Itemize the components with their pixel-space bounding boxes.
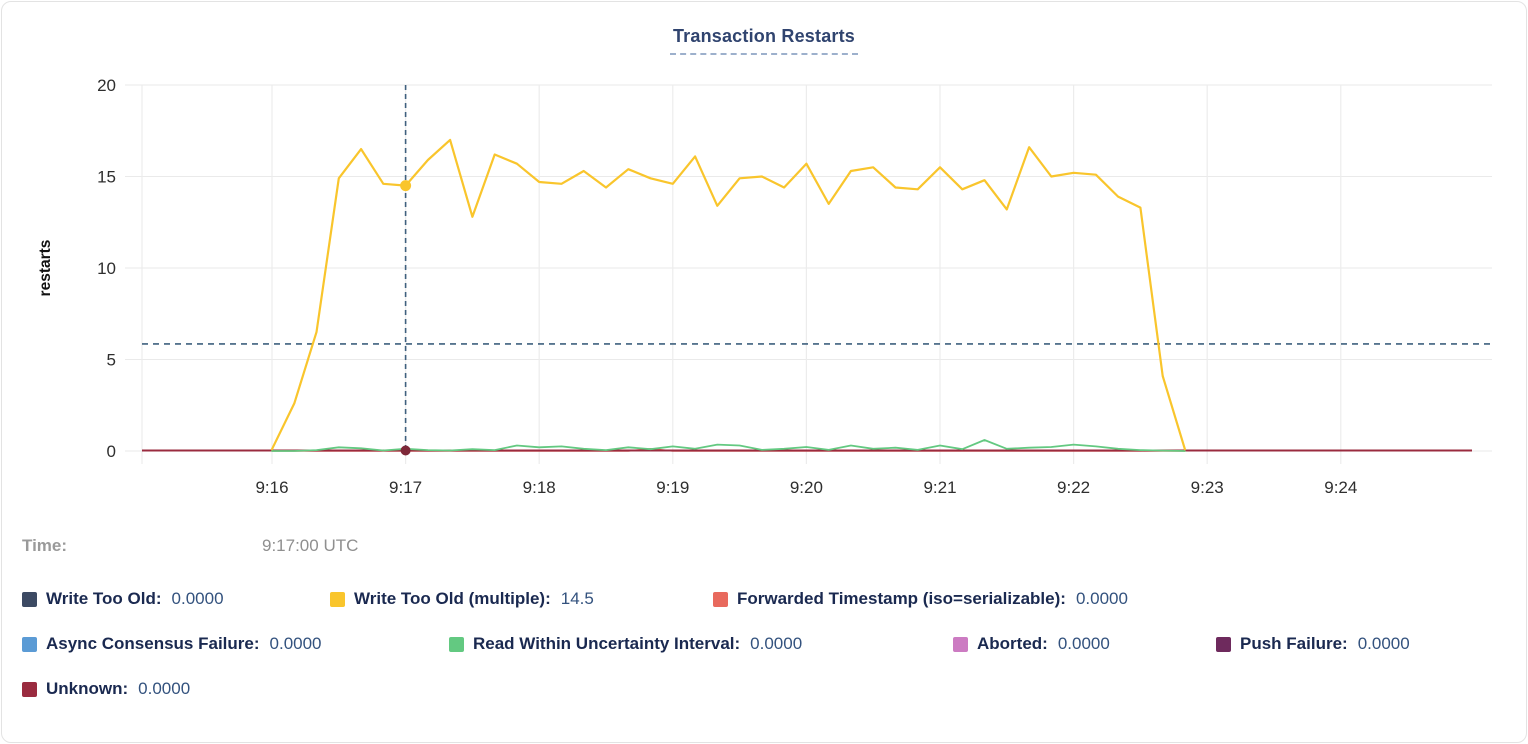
legend-item-read-within-uncertainty-interval[interactable]: Read Within Uncertainty Interval: 0.0000 [449,634,802,654]
legend-swatch-aborted [953,636,968,652]
y-tick-label: 10 [97,259,116,278]
legend-label: Write Too Old: [46,589,162,608]
legend-label: Aborted: [977,634,1048,653]
legend-item-unknown[interactable]: Unknown: 0.0000 [22,679,190,699]
y-tick-label: 0 [107,442,116,461]
legend-value: 0.0000 [1075,589,1128,608]
x-tick-label: 9:19 [656,478,689,497]
y-tick-label: 15 [97,168,116,187]
legend-row: Unknown: 0.0000 [2,679,1526,705]
hover-time-row: Time: 9:17:00 UTC [2,536,1526,562]
legend-item-async-consensus-failure[interactable]: Async Consensus Failure: 0.0000 [22,634,322,654]
legend-swatch-async-consensus-failure [22,636,37,652]
y-tick-label: 5 [107,351,116,370]
series-line-read-within-uncertainty-interval [271,439,1186,452]
legend-label: Write Too Old (multiple): [354,589,551,608]
x-tick-label: 9:21 [923,478,956,497]
legend-value: 0.0000 [1057,634,1110,653]
x-tick-label: 9:17 [389,478,422,497]
legend-label: Async Consensus Failure: [46,634,260,653]
y-axis-label: restarts [37,240,54,297]
hover-dot-write-too-old-multiple [400,180,412,192]
legend-row: Write Too Old: 0.0000 Write Too Old (multi… [2,589,1526,615]
legend-value: 14.5 [560,589,594,608]
legend-swatch-write-too-old [22,591,37,607]
series-line-write-too-old-multiple- [270,138,1187,451]
x-tick-label: 9:16 [255,478,288,497]
legend-swatch-push-failure [1216,636,1231,652]
chart-title-text: Transaction Restarts [669,26,859,55]
legend-swatch-unknown [22,681,37,697]
legend-value: 0.0000 [171,589,224,608]
chart-title: Transaction Restarts [2,26,1526,55]
legend-label: Push Failure: [1240,634,1348,653]
x-tick-label: 9:22 [1057,478,1090,497]
y-tick-label: 20 [97,76,116,95]
legend-item-push-failure[interactable]: Push Failure: 0.0000 [1216,634,1410,654]
x-tick-label: 9:18 [523,478,556,497]
legend-swatch-write-too-old-multiple [330,591,345,607]
legend-item-write-too-old-multiple[interactable]: Write Too Old (multiple): 14.5 [330,589,594,609]
legend-label: Read Within Uncertainty Interval: [473,634,741,653]
legend-value: 0.0000 [138,679,191,698]
legend-row: Async Consensus Failure: 0.0000 Read Withi… [2,634,1526,660]
legend-value: 0.0000 [1357,634,1410,653]
legend-swatch-read-within-uncertainty-interval [449,636,464,652]
legend-swatch-forwarded-timestamp-iso-serializable [713,591,728,607]
legend-item-aborted[interactable]: Aborted: 0.0000 [953,634,1110,654]
x-tick-label: 9:23 [1191,478,1224,497]
x-tick-label: 9:20 [790,478,823,497]
legend-label: Unknown: [46,679,129,698]
legend-item-write-too-old[interactable]: Write Too Old: 0.0000 [22,589,224,609]
legend-value: 0.0000 [750,634,803,653]
hover-time-label: Time: [22,536,68,555]
legend-label: Forwarded Timestamp (iso=serializable): [737,589,1066,608]
legend-value: 0.0000 [269,634,322,653]
hover-time-value: 9:17:00 UTC [262,536,359,555]
hover-dot-unknown [400,445,411,456]
transaction-restarts-chart[interactable]: 0 5 10 15 20 9:16 9:17 9:18 9:19 9:20 9:21 9:22 9:23… [2,2,1526,517]
x-tick-label: 9:24 [1324,478,1357,497]
legend-item-forwarded-timestamp-iso-serializable[interactable]: Forwarded Timestamp (iso=serializable): 0… [713,589,1128,609]
